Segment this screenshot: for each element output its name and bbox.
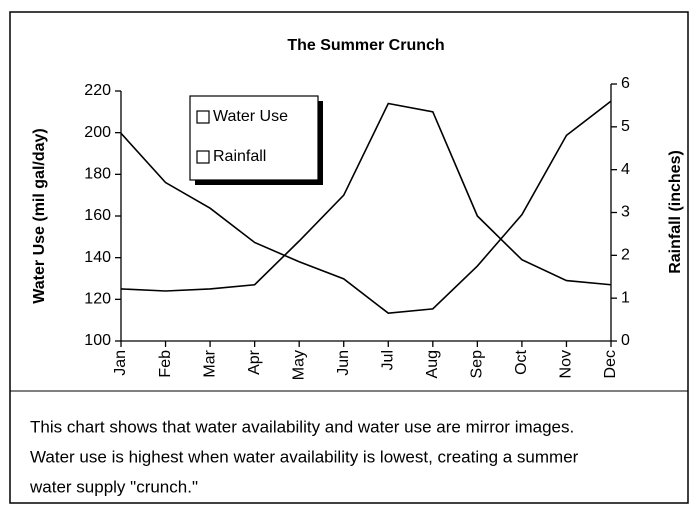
- y2-tick-label: 2: [621, 247, 630, 264]
- outer-frame: [9, 11, 689, 504]
- legend: [189, 95, 319, 181]
- chart-title: The Summer Crunch: [287, 37, 444, 54]
- y-tick-label: 220: [84, 82, 111, 99]
- y-axis-label: Water Use (mil gal/day): [31, 128, 48, 303]
- x-tick-label: Oct: [513, 349, 530, 374]
- series-line: [120, 102, 612, 292]
- x-tick-label: Sep: [469, 350, 486, 379]
- y2-tick-label: 6: [621, 75, 630, 92]
- x-tick-label: Mar: [201, 349, 218, 377]
- y-tick-label: 120: [84, 291, 111, 308]
- y2-tick-label: 4: [621, 161, 630, 178]
- y2-tick-label: 5: [621, 118, 630, 135]
- series-line: [120, 100, 612, 314]
- y-tick-label: 180: [84, 166, 111, 183]
- x-tick-label: Jan: [112, 350, 129, 376]
- caption-line: water supply "crunch.": [29, 477, 198, 496]
- y-tick-label: 200: [84, 124, 111, 141]
- y2-tick-label: 0: [621, 332, 630, 349]
- legend-label: Rainfall: [213, 148, 266, 165]
- y2-tick-label: 1: [621, 289, 630, 306]
- legend-label: Water Use: [213, 108, 288, 125]
- x-tick-label: Nov: [558, 350, 575, 378]
- x-tick-label: Jun: [335, 350, 352, 376]
- caption-line: Water use is highest when water availabi…: [30, 447, 579, 466]
- x-tick-label: Jul: [379, 350, 396, 370]
- x-tick-label: May: [290, 350, 307, 380]
- legend-marker: [196, 150, 210, 164]
- y2-axis-label: Rainfall (inches): [667, 150, 684, 274]
- y-tick-label: 140: [84, 249, 111, 266]
- y-tick-label: 160: [84, 207, 111, 224]
- legend-marker: [196, 110, 210, 124]
- y2-tick-label: 3: [621, 204, 630, 221]
- x-tick-label: Dec: [602, 350, 619, 378]
- y-tick-label: 100: [84, 332, 111, 349]
- x-tick-label: Aug: [424, 350, 441, 378]
- x-tick-label: Feb: [157, 350, 174, 378]
- caption-line: This chart shows that water availability…: [30, 417, 574, 436]
- x-tick-label: Apr: [246, 349, 263, 375]
